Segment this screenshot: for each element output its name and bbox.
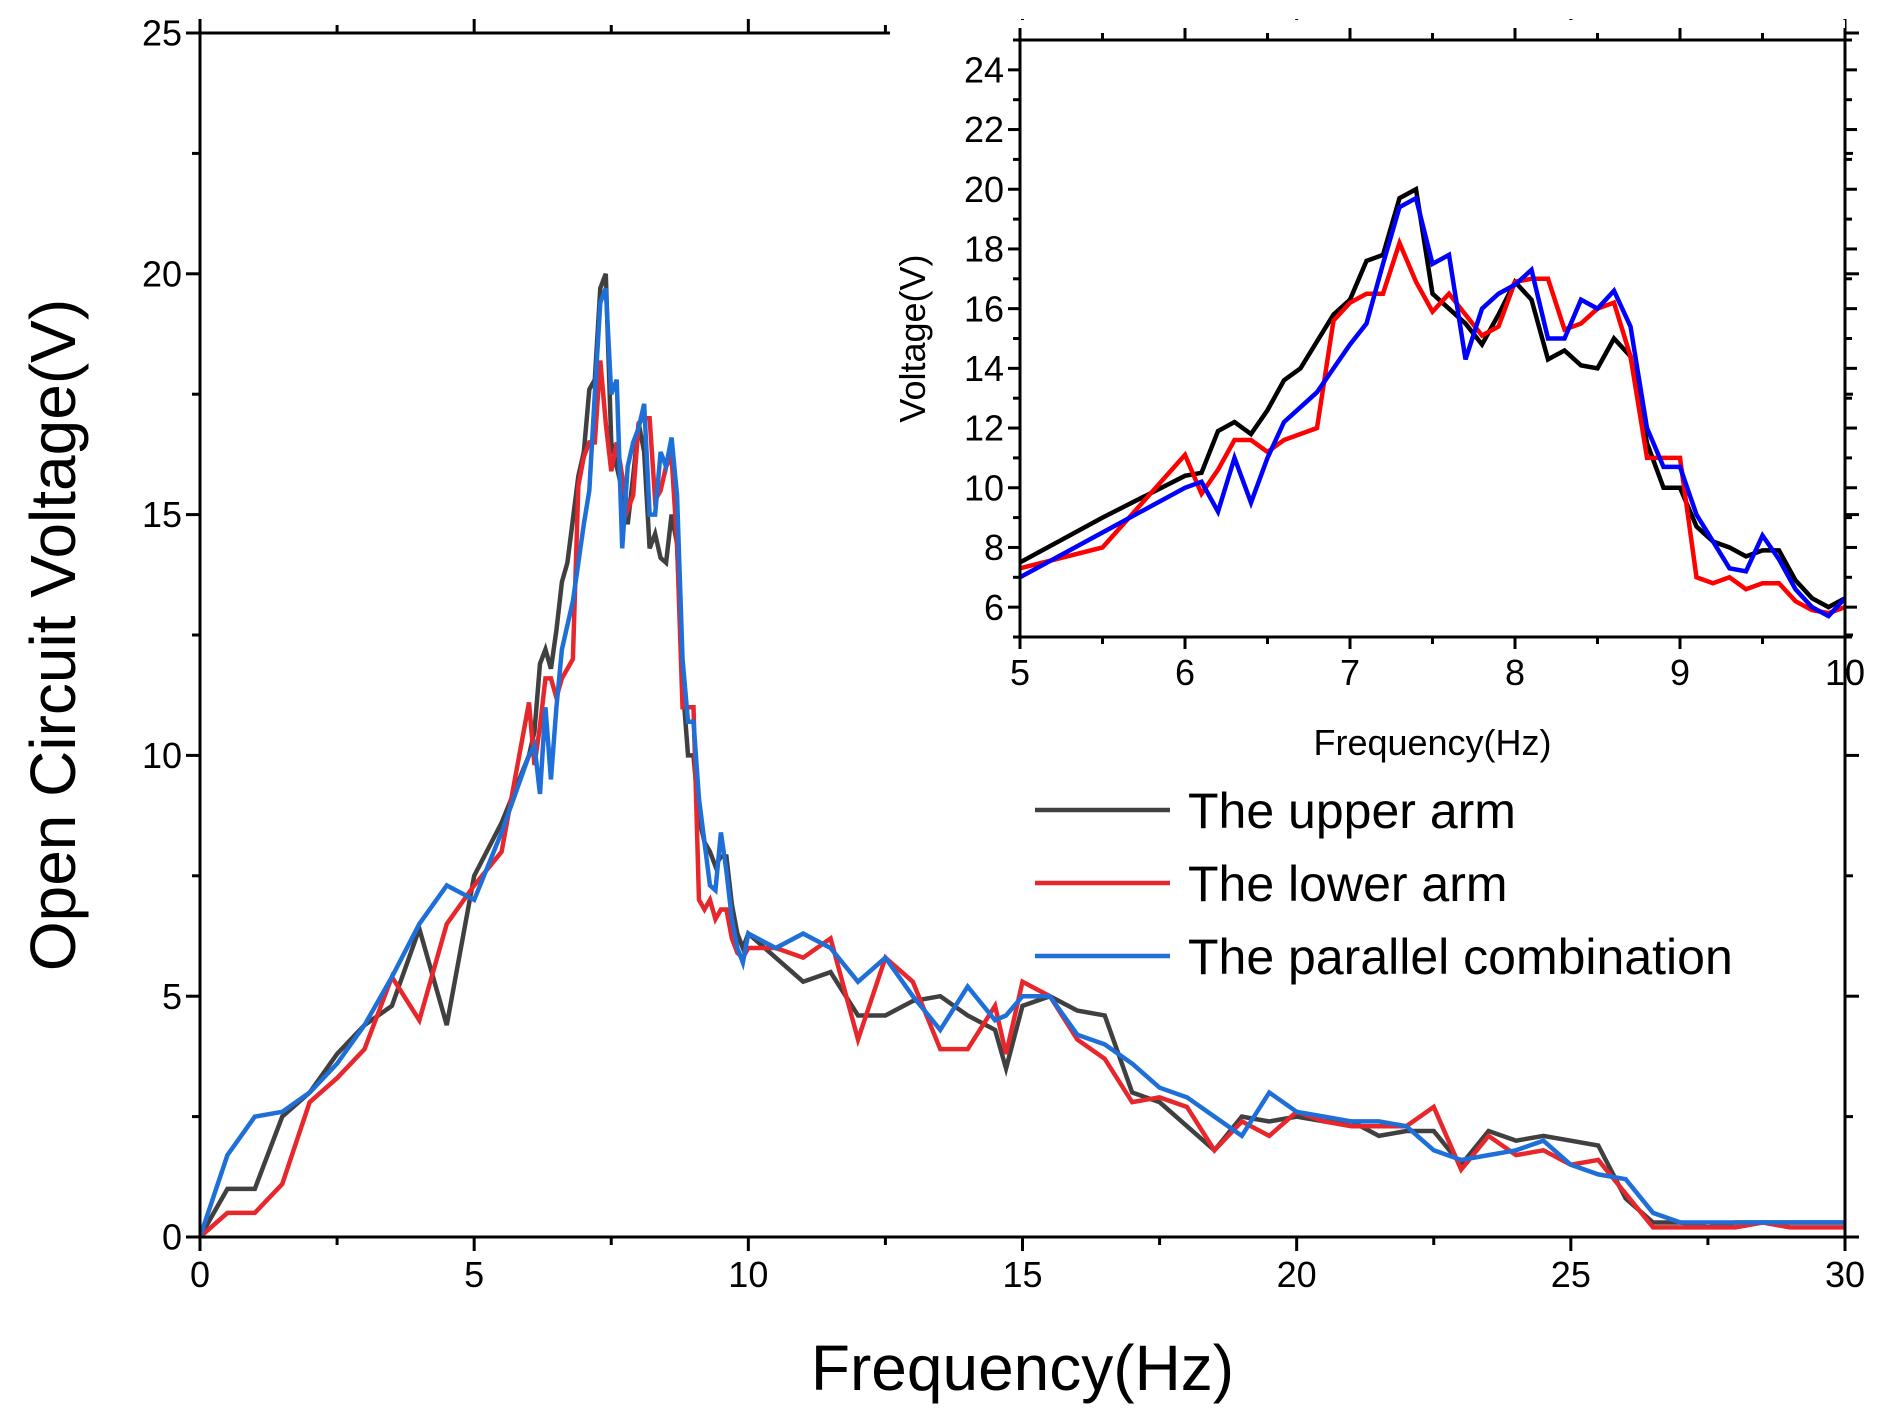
inset-background	[890, 20, 1845, 762]
inset-y-tick-label: 10	[964, 467, 1004, 508]
main-series-the-parallel-combination-line	[200, 287, 1845, 1237]
main-series-the-lower-arm-line	[200, 360, 1845, 1237]
main-y-tick-label: 0	[162, 1217, 182, 1258]
main-y-tick-label: 10	[142, 735, 182, 776]
main-x-axis-title: Frequency(Hz)	[811, 1332, 1234, 1404]
inset-x-tick-label: 7	[1340, 652, 1360, 693]
inset-y-tick-label: 20	[964, 169, 1004, 210]
inset-y-tick-label: 6	[984, 587, 1004, 628]
main-y-tick-label: 15	[142, 494, 182, 535]
inset-series-the-upper-arm-line	[1020, 185, 1845, 610]
main-y-tick-label: 20	[142, 253, 182, 294]
main-y-tick-label: 25	[142, 13, 182, 54]
inset-y-tick-label: 8	[984, 527, 1004, 568]
inset-x-tick-label: 9	[1670, 652, 1690, 693]
main-y-axis-title: Open Circuit Voltage(V)	[17, 299, 89, 971]
inset-y-tick-label: 14	[964, 348, 1004, 389]
inset-y-axis-title: Voltage(V)	[892, 254, 933, 422]
main-x-tick-label: 20	[1277, 1254, 1317, 1295]
inset-y-tick-label: 22	[964, 109, 1004, 150]
legend-label: The upper arm	[1188, 783, 1516, 839]
legend-label: The parallel combination	[1188, 929, 1733, 985]
main-x-tick-label: 30	[1825, 1254, 1865, 1295]
main-y-tick-label: 5	[162, 976, 182, 1017]
main-x-tick-label: 15	[1002, 1254, 1042, 1295]
main-x-tick-label: 25	[1551, 1254, 1591, 1295]
main-x-tick-label: 5	[464, 1254, 484, 1295]
inset-series-the-parallel-combination-line	[1020, 194, 1845, 619]
inset-x-tick-label: 8	[1505, 652, 1525, 693]
inset-x-axis-title: Frequency(Hz)	[1313, 722, 1551, 763]
inset-y-tick-label: 12	[964, 408, 1004, 449]
inset-x-tick-label: 10	[1825, 652, 1865, 693]
legend-label: The lower arm	[1188, 856, 1508, 912]
inset-y-tick-label: 24	[964, 49, 1004, 90]
inset-y-tick-label: 18	[964, 229, 1004, 270]
inset-y-tick-label: 16	[964, 288, 1004, 329]
main-x-tick-label: 10	[728, 1254, 768, 1295]
inset-series-the-lower-arm-line	[1020, 236, 1845, 616]
main-x-tick-label: 0	[190, 1254, 210, 1295]
inset-x-tick-label: 6	[1175, 652, 1195, 693]
inset-x-tick-label: 5	[1010, 652, 1030, 693]
